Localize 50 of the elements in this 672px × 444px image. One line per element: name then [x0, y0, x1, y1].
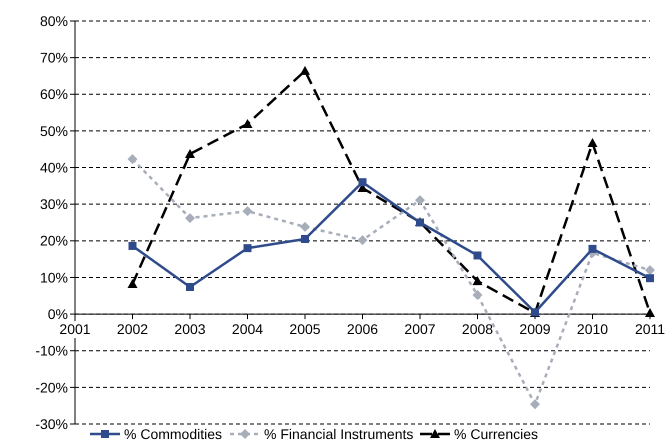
point — [645, 265, 655, 276]
x-tick-label: 2005 — [289, 321, 321, 338]
y-tick-label: 60% — [40, 86, 68, 102]
x-tick-label: 2008 — [462, 321, 494, 338]
point — [646, 274, 654, 282]
point — [530, 399, 540, 410]
x-tick-label: 2004 — [232, 321, 264, 338]
point — [185, 148, 195, 158]
point — [588, 138, 598, 147]
x-tick-label: 2007 — [404, 321, 436, 338]
point — [300, 66, 310, 75]
x-tick-label: 2003 — [174, 321, 206, 338]
y-tick-label: -10% — [35, 342, 68, 359]
point — [244, 244, 252, 252]
point — [242, 206, 252, 216]
point — [472, 276, 482, 286]
point — [186, 282, 194, 291]
x-tick-label: 2011 — [634, 321, 666, 338]
point — [358, 235, 368, 246]
y-tick-label: 0% — [48, 306, 68, 322]
point — [474, 251, 482, 260]
y-tick-label: 40% — [40, 159, 68, 176]
legend-label: % Commodities — [124, 426, 222, 442]
x-tick-label: 2006 — [346, 321, 378, 338]
x-tick-label: 2009 — [519, 321, 551, 338]
point — [300, 222, 310, 232]
point — [645, 308, 655, 317]
y-tick-label: -20% — [35, 379, 68, 396]
x-tick-label: 2010 — [576, 321, 608, 338]
y-tick-label: 70% — [40, 50, 68, 66]
y-tick-label: 50% — [40, 122, 68, 139]
point — [242, 118, 252, 128]
y-tick-label: 20% — [40, 232, 68, 249]
point — [185, 213, 195, 224]
point — [128, 154, 138, 164]
x-tick-label: 2001 — [59, 321, 91, 338]
y-tick-label: 30% — [40, 196, 68, 212]
y-tick-label: -30% — [35, 416, 68, 432]
point — [588, 244, 596, 253]
point — [472, 290, 482, 300]
point — [358, 178, 366, 186]
point — [301, 234, 309, 243]
point — [128, 242, 136, 250]
point — [415, 195, 425, 206]
legend-label: % Financial Instruments — [264, 426, 414, 442]
y-tick-label: 10% — [40, 269, 68, 286]
point — [128, 279, 138, 288]
y-tick-label: 80% — [40, 12, 68, 29]
legend-label: % Currencies — [454, 426, 538, 442]
x-tick-label: 2002 — [116, 321, 148, 338]
